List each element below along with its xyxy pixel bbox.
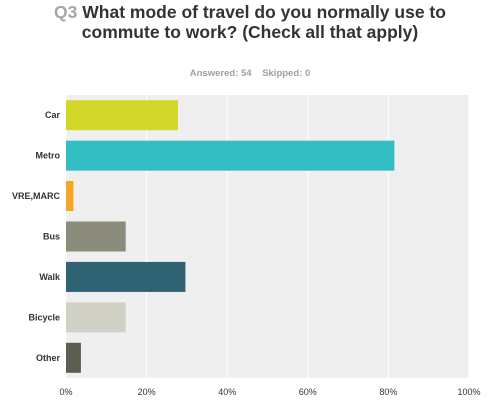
question-title: Q3 What mode of travel do you normally u… — [40, 2, 460, 42]
category-label: Walk — [39, 272, 61, 282]
x-tick-label: 20% — [138, 387, 156, 397]
x-tick-labels: 0% 20% 40% 60% 80% 100% — [59, 387, 480, 397]
x-tick-label: 40% — [218, 387, 236, 397]
category-label: Bus — [43, 232, 60, 242]
x-tick-label: 0% — [59, 387, 72, 397]
category-label: Car — [45, 110, 61, 120]
category-label: Bicycle — [28, 312, 60, 322]
skipped-count: Skipped: 0 — [262, 68, 311, 79]
x-tick-label: 80% — [379, 387, 397, 397]
question-text: What mode of travel do you normally use … — [81, 2, 446, 42]
plot-area — [66, 95, 469, 378]
bar — [66, 100, 178, 131]
x-tick-label: 60% — [299, 387, 317, 397]
category-label: Metro — [36, 151, 61, 161]
question-number: Q3 — [54, 2, 78, 22]
response-stats: Answered: 54 Skipped: 0 — [0, 68, 500, 79]
answered-count: Answered: 54 — [189, 68, 252, 79]
category-label: Other — [36, 353, 61, 363]
bar — [66, 342, 81, 373]
bar — [66, 221, 126, 252]
bar — [66, 302, 126, 333]
bar — [66, 261, 186, 292]
bar — [66, 140, 395, 171]
x-tick-label: 100% — [457, 387, 480, 397]
bars — [66, 100, 395, 373]
category-labels: Car Metro VRE,MARC Bus Walk Bicycle Other — [12, 110, 61, 363]
bar — [66, 181, 74, 212]
category-label: VRE,MARC — [12, 191, 61, 201]
